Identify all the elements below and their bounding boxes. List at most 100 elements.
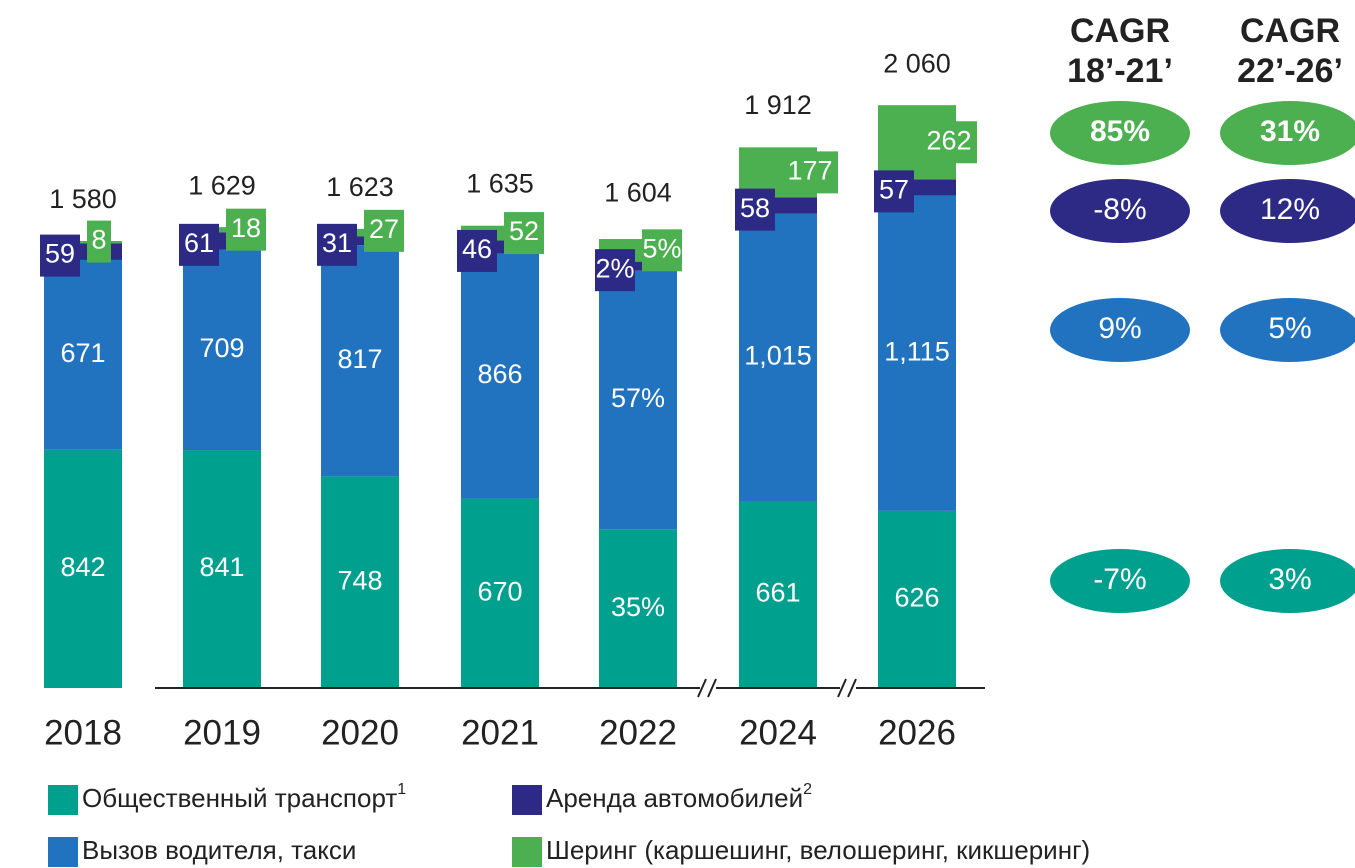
cagr-bubble	[1050, 298, 1190, 362]
cagr-bubble	[1050, 179, 1190, 243]
bar-segment	[878, 195, 956, 511]
cagr-bubble	[1220, 549, 1355, 613]
total-label: 1 604	[604, 177, 672, 207]
value-label: 1,115	[884, 336, 950, 366]
value-label: 57%	[611, 383, 665, 413]
cagr-value: -7%	[1093, 563, 1146, 596]
bar-segment	[599, 261, 677, 271]
x-tick-label: 2019	[183, 713, 261, 752]
value-label: 1,015	[744, 341, 812, 371]
cagr-bubble	[1220, 179, 1355, 243]
cagr-header: CAGR	[1240, 12, 1340, 50]
bar-segment	[599, 529, 677, 688]
bar-segment	[44, 259, 122, 450]
legend-swatch	[48, 837, 78, 867]
legend-swatch	[512, 837, 542, 867]
cagr-bubble	[1050, 101, 1190, 165]
legend-name: Аренда автомобилей	[546, 783, 803, 813]
bar-segment	[321, 228, 399, 237]
legend-footnote: 2	[803, 781, 812, 798]
value-label-box	[504, 212, 544, 255]
bar-segment	[461, 498, 539, 688]
bar-segment	[183, 450, 261, 688]
value-label: 626	[894, 583, 939, 613]
total-label: 2 060	[883, 48, 951, 78]
value-label: 5%	[642, 233, 681, 263]
cagr-bubble	[1220, 298, 1355, 362]
value-label: 661	[755, 578, 800, 608]
x-tick-label: 2020	[321, 713, 399, 752]
legend-name: Шеринг (каршешинг, велошеринг, кикшеринг…	[546, 835, 1090, 865]
value-label-box	[921, 121, 977, 164]
bar-segment	[321, 245, 399, 477]
bar-segment	[739, 213, 817, 501]
axis-break	[837, 678, 847, 698]
axis-break	[697, 678, 707, 698]
legend-name: Общественный транспорт	[82, 783, 397, 813]
total-label: 1 635	[466, 169, 534, 199]
cagr-value: 12%	[1260, 193, 1320, 226]
bar-segment	[44, 240, 122, 244]
cagr-value: 9%	[1098, 312, 1141, 345]
bar-segment	[183, 227, 261, 233]
total-label: 1 623	[326, 172, 394, 202]
bar-segment	[183, 249, 261, 451]
value-label-box	[782, 151, 838, 194]
cagr-bubble	[1220, 101, 1355, 165]
cagr-value: -8%	[1093, 193, 1146, 226]
bar-segment	[878, 510, 956, 688]
value-label: 57	[879, 175, 909, 205]
cagr-bubble	[1050, 549, 1190, 613]
value-label-box	[457, 229, 497, 272]
legend-swatch	[48, 785, 78, 815]
total-label: 1 580	[49, 184, 117, 214]
value-label-box	[642, 229, 682, 272]
value-label: 59	[45, 239, 75, 269]
value-label: 31	[322, 228, 352, 258]
value-label: 61	[184, 228, 214, 258]
cagr-value: 5%	[1268, 312, 1311, 345]
value-label-box	[735, 188, 775, 231]
legend-swatch	[512, 785, 542, 815]
legend-label: Аренда автомобилей2	[546, 781, 812, 813]
value-label: 177	[787, 156, 832, 186]
value-label-box	[226, 208, 266, 251]
bar-segment	[739, 500, 817, 688]
legend-label: Вызов водителя, такси	[82, 835, 356, 865]
bar-segment	[321, 236, 399, 246]
value-label: 46	[462, 234, 492, 264]
total-label: 1 912	[744, 90, 812, 120]
value-label-box	[595, 249, 635, 292]
value-label: 866	[477, 359, 522, 389]
value-label: 52	[509, 216, 539, 246]
x-tick-label: 2022	[599, 713, 677, 752]
value-label: 35%	[611, 592, 665, 622]
value-label: 8	[91, 225, 106, 255]
value-label-box	[87, 220, 111, 263]
x-tick-label: 2024	[739, 713, 817, 752]
axis-break	[707, 678, 717, 698]
cagr-header: 18’-21’	[1067, 52, 1173, 90]
bar-segment	[44, 449, 122, 688]
legend-label: Шеринг (каршешинг, велошеринг, кикшеринг…	[546, 835, 1090, 865]
cagr-value: 85%	[1090, 115, 1150, 148]
bar-segment	[461, 253, 539, 499]
legend-footnote: 1	[397, 781, 406, 798]
value-label: 817	[337, 344, 382, 374]
value-label: 670	[477, 576, 522, 606]
cagr-header: CAGR	[1070, 12, 1170, 50]
value-label: 709	[199, 333, 244, 363]
cagr-value: 3%	[1268, 563, 1311, 596]
bar-segment	[321, 476, 399, 688]
value-label-box	[364, 209, 404, 252]
value-label: 748	[337, 565, 382, 595]
value-label: 842	[60, 552, 105, 582]
value-label-box	[40, 234, 80, 277]
value-label: 58	[740, 193, 770, 223]
value-label-box	[874, 170, 914, 213]
axis-break	[847, 678, 857, 698]
cagr-header: 22’-26’	[1237, 52, 1343, 90]
value-label: 18	[231, 213, 261, 243]
